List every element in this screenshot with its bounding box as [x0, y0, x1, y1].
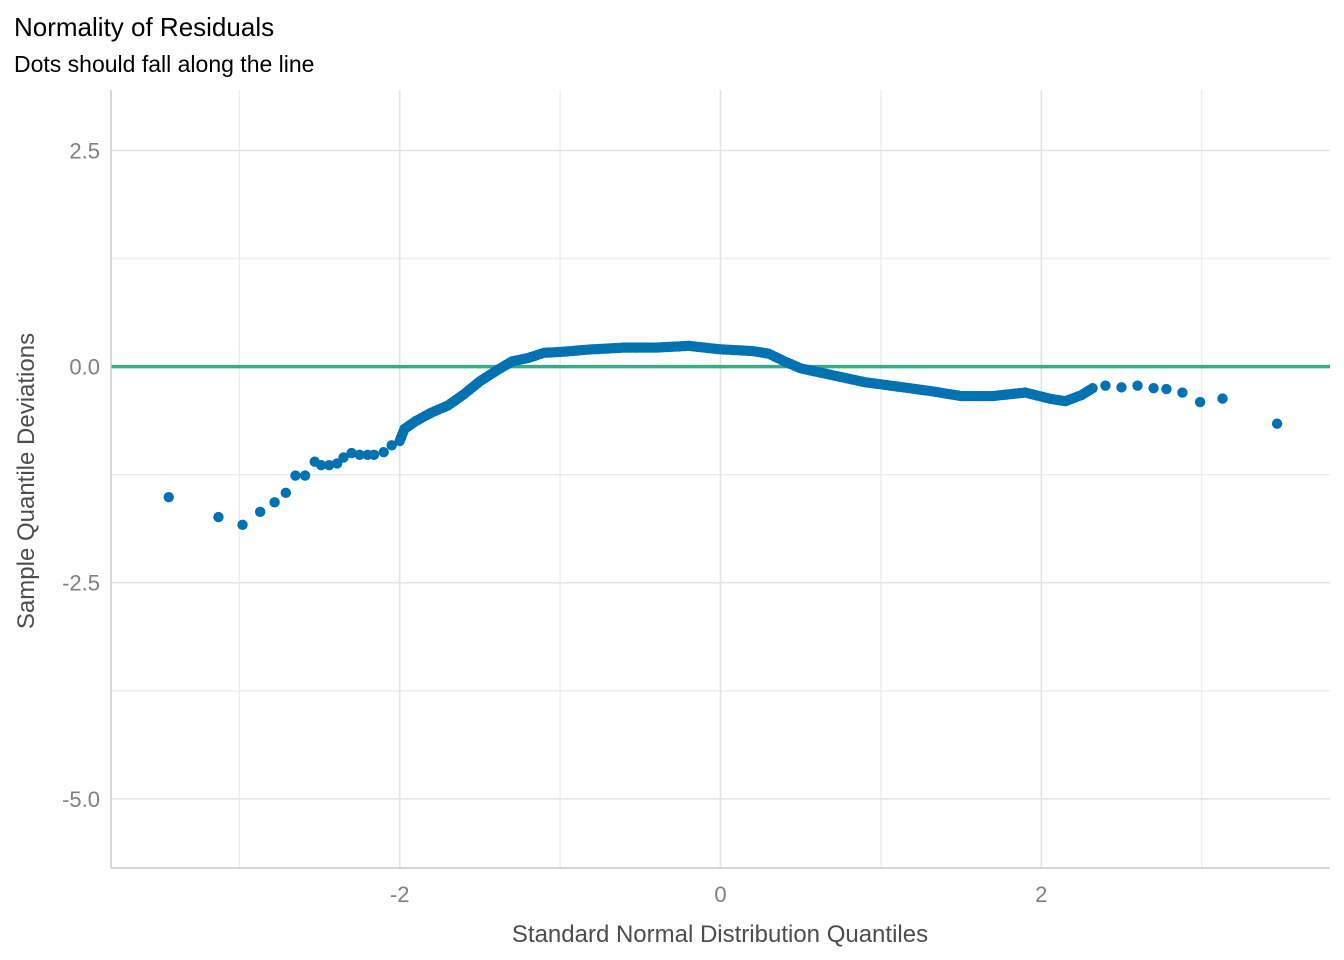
axes: [110, 90, 1330, 869]
data-point: [299, 470, 311, 481]
data-points: [163, 340, 1283, 531]
data-point: [1100, 380, 1111, 391]
data-point: [378, 447, 389, 458]
data-point: [1194, 396, 1206, 408]
data-point: [1161, 383, 1172, 395]
data-point: [280, 487, 292, 499]
data-point: [1087, 383, 1098, 394]
data-point: [354, 449, 365, 460]
data-point: [1116, 382, 1127, 393]
data-point: [1132, 380, 1143, 391]
data-point: [1217, 393, 1228, 404]
data-point: [213, 511, 224, 523]
x-tick-label: 2: [1035, 882, 1047, 907]
x-axis-title: Standard Normal Distribution Quantiles: [512, 921, 928, 948]
data-point: [290, 470, 301, 481]
data-point: [1177, 387, 1188, 398]
y-tick-label: -2.5: [62, 571, 100, 596]
data-point: [315, 459, 327, 471]
data-point: [1148, 383, 1159, 394]
y-tick-label: 2.5: [69, 139, 100, 164]
chart-subtitle: Dots should fall along the line: [14, 51, 314, 77]
data-point: [368, 449, 380, 460]
data-point: [1271, 418, 1283, 429]
data-point: [237, 519, 248, 531]
chart-title: Normality of Residuals: [14, 12, 274, 42]
x-tick-labels: -2 0 2: [390, 882, 1047, 907]
y-tick-labels: -5.0 -2.5 0.0 2.5: [62, 139, 100, 812]
data-point: [163, 491, 174, 503]
data-point: [323, 459, 335, 471]
x-tick-label: -2: [390, 882, 410, 907]
y-tick-label: -5.0: [62, 787, 100, 812]
data-point: [386, 440, 397, 451]
y-axis-title: Sample Quantile Deviations: [13, 333, 40, 629]
data-point: [269, 497, 280, 508]
y-tick-label: 0.0: [69, 355, 100, 380]
x-tick-label: 0: [714, 882, 726, 907]
data-point: [346, 447, 357, 459]
data-point: [254, 506, 266, 518]
data-point: [338, 452, 349, 463]
